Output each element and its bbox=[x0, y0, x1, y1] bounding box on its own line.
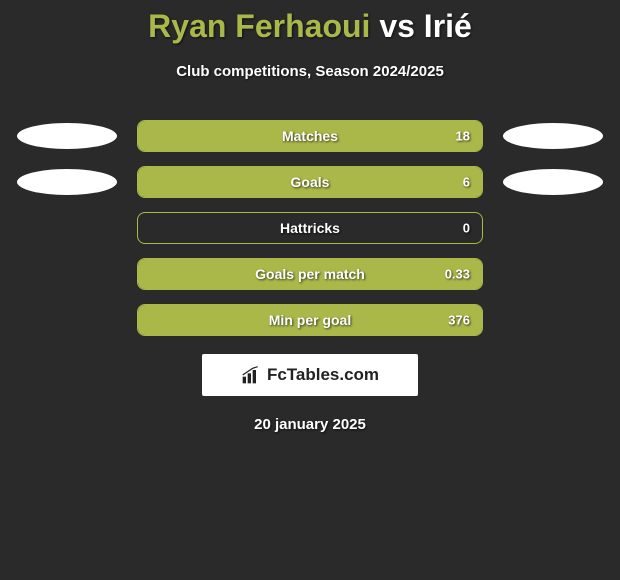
stat-value: 376 bbox=[448, 313, 470, 328]
stat-bar: Goals per match 0.33 bbox=[137, 258, 483, 290]
stat-bar: Goals 6 bbox=[137, 166, 483, 198]
player2-ellipse bbox=[503, 123, 603, 149]
stat-value: 18 bbox=[456, 129, 470, 144]
title-player2: Irié bbox=[424, 8, 472, 44]
stat-label: Goals bbox=[291, 174, 330, 190]
stat-label: Min per goal bbox=[269, 312, 351, 328]
logo-text: FcTables.com bbox=[267, 365, 379, 385]
stat-row: Hattricks 0 bbox=[0, 212, 620, 244]
stat-label: Goals per match bbox=[255, 266, 365, 282]
logo-box: FcTables.com bbox=[202, 354, 418, 396]
stat-label: Hattricks bbox=[280, 220, 340, 236]
stat-value: 6 bbox=[463, 175, 470, 190]
stat-bar: Min per goal 376 bbox=[137, 304, 483, 336]
stat-label: Matches bbox=[282, 128, 338, 144]
page-title: Ryan Ferhaoui vs Irié bbox=[0, 0, 620, 45]
stat-value: 0.33 bbox=[445, 267, 470, 282]
stat-bar: Hattricks 0 bbox=[137, 212, 483, 244]
stat-row: Min per goal 376 bbox=[0, 304, 620, 336]
stat-value: 0 bbox=[463, 221, 470, 236]
title-vs: vs bbox=[379, 8, 415, 44]
stat-row: Matches 18 bbox=[0, 120, 620, 152]
bars-container: Matches 18 Goals 6 Hattricks 0 Goals per match… bbox=[0, 120, 620, 336]
title-player1: Ryan Ferhaoui bbox=[148, 8, 370, 44]
barchart-icon bbox=[241, 365, 261, 385]
player2-ellipse bbox=[503, 169, 603, 195]
stat-bar: Matches 18 bbox=[137, 120, 483, 152]
subtitle: Club competitions, Season 2024/2025 bbox=[0, 63, 620, 80]
player1-ellipse bbox=[17, 169, 117, 195]
stat-row: Goals 6 bbox=[0, 166, 620, 198]
stat-row: Goals per match 0.33 bbox=[0, 258, 620, 290]
date-text: 20 january 2025 bbox=[0, 416, 620, 433]
player1-ellipse bbox=[17, 123, 117, 149]
